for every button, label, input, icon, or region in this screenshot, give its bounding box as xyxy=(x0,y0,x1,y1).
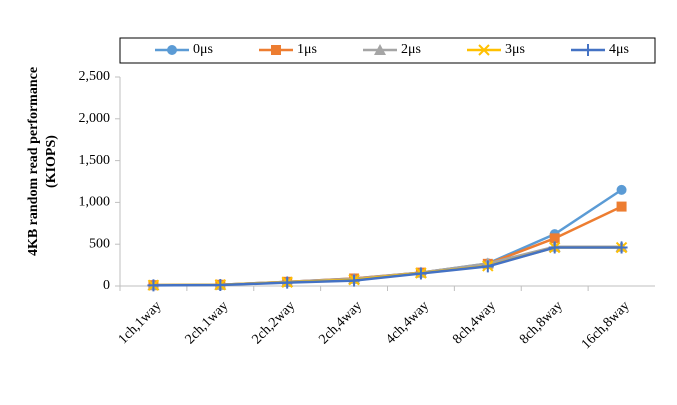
x-tick-label: 2ch,1way xyxy=(183,298,232,347)
x-tick-label: 4ch,4way xyxy=(383,298,432,347)
x-tick-label: 2ch,4way xyxy=(316,298,365,347)
y-tick-label: 2,000 xyxy=(79,111,111,126)
legend-label: 1μs xyxy=(297,42,317,57)
x-tick-label: 16ch,8way xyxy=(579,298,633,352)
point xyxy=(214,278,227,291)
x-tick-label: 8ch,4way xyxy=(450,298,499,347)
legend-label: 0μs xyxy=(193,42,213,57)
x-tick-label: 8ch,8way xyxy=(517,298,566,347)
point xyxy=(414,267,427,280)
y-axis-label: (KIOPS) xyxy=(44,135,59,188)
point xyxy=(481,260,494,273)
legend-marker xyxy=(374,44,386,55)
x-tick-label: 1ch,1way xyxy=(116,298,165,347)
point xyxy=(147,279,160,292)
point xyxy=(348,274,361,287)
y-tick-label: 2,500 xyxy=(79,69,111,84)
point xyxy=(616,201,627,212)
line xyxy=(153,246,622,287)
legend-marker xyxy=(582,44,594,56)
point xyxy=(616,184,627,195)
legend-marker xyxy=(167,45,177,55)
line xyxy=(153,245,622,287)
legend-box xyxy=(119,37,656,64)
y-tick-label: 0 xyxy=(103,278,110,293)
point xyxy=(548,241,561,254)
legend-label: 2μs xyxy=(401,42,421,57)
legend-marker xyxy=(271,45,281,55)
line xyxy=(153,205,623,287)
legend-marker xyxy=(478,44,490,56)
y-tick-label: 1,000 xyxy=(79,195,111,210)
x-tick-label: 2ch,2way xyxy=(249,298,298,347)
point xyxy=(281,276,294,289)
point xyxy=(549,233,560,244)
point xyxy=(615,241,628,254)
legend-label: 3μs xyxy=(505,42,525,57)
y-tick-label: 500 xyxy=(89,236,110,251)
y-tick-label: 1,500 xyxy=(79,153,111,168)
legend-label: 4μs xyxy=(609,42,629,57)
y-axis-label: 4KB random read performance xyxy=(26,67,41,256)
line xyxy=(153,246,622,287)
